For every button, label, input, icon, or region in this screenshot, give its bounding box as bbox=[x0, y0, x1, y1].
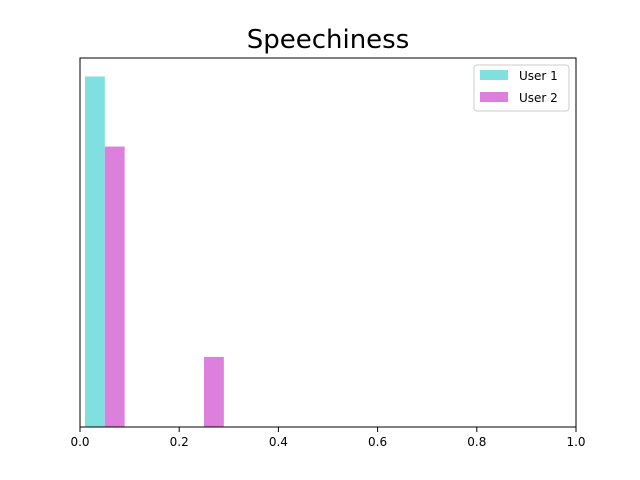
plot-frame bbox=[79, 57, 577, 428]
legend-swatch-user-2 bbox=[480, 92, 508, 102]
x-tick-label: 0.0 bbox=[70, 435, 89, 449]
bars-layer bbox=[84, 76, 224, 427]
bar-user-2-0 bbox=[104, 146, 125, 427]
legend: User 1 User 2 bbox=[473, 64, 570, 112]
legend-label-user-1: User 1 bbox=[519, 69, 558, 83]
x-tick-label: 1.0 bbox=[566, 435, 585, 449]
legend-swatch-user-1 bbox=[480, 70, 508, 80]
legend-label-user-2: User 2 bbox=[519, 91, 558, 105]
x-tick-label: 0.8 bbox=[467, 435, 486, 449]
x-tick-label: 0.4 bbox=[269, 435, 288, 449]
x-axis: 0.0 0.2 0.4 0.6 0.8 1.0 bbox=[70, 427, 586, 449]
x-tick-label: 0.2 bbox=[170, 435, 189, 449]
bar-user-2-1 bbox=[204, 356, 224, 427]
x-tick-label: 0.6 bbox=[368, 435, 387, 449]
bar-user-1-0 bbox=[84, 76, 105, 427]
chart-title: Speechiness bbox=[247, 25, 410, 55]
